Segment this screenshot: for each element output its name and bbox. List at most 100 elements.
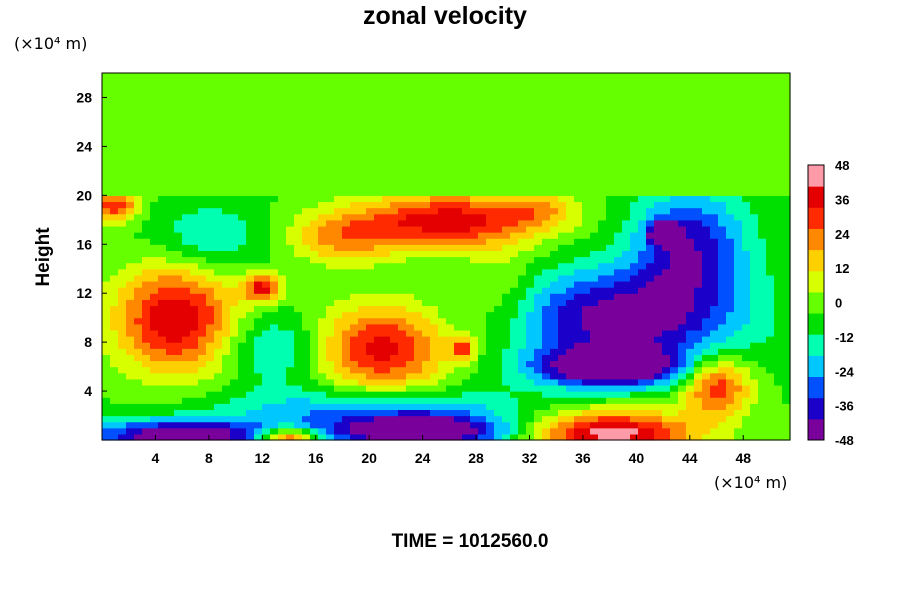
heatmap-cell	[230, 329, 239, 337]
heatmap-cell	[662, 225, 671, 233]
heatmap-cell	[270, 91, 279, 99]
heatmap-cell	[470, 121, 479, 129]
heatmap-cell	[230, 366, 239, 374]
heatmap-cell	[518, 121, 527, 129]
heatmap-cell	[222, 348, 231, 355]
heatmap-cell	[198, 140, 207, 147]
heatmap-cell	[502, 176, 511, 184]
heatmap-cell	[206, 244, 215, 251]
heatmap-cell	[302, 164, 311, 172]
heatmap-cell	[614, 317, 623, 325]
heatmap-cell	[622, 97, 631, 105]
heatmap-cell	[270, 164, 279, 172]
heatmap-cell	[726, 170, 735, 178]
heatmap-cell	[478, 421, 487, 429]
heatmap-cell	[206, 336, 215, 343]
heatmap-cell	[166, 311, 175, 319]
heatmap-cell	[454, 238, 463, 245]
heatmap-cell	[286, 409, 295, 417]
heatmap-cell	[190, 201, 199, 209]
heatmap-cell	[398, 225, 407, 233]
heatmap-cell	[374, 109, 383, 117]
heatmap-cell	[590, 280, 599, 288]
heatmap-cell	[422, 91, 431, 99]
heatmap-cell	[662, 201, 671, 209]
heatmap-cell	[510, 128, 519, 135]
heatmap-cell	[254, 415, 263, 423]
heatmap-cell	[350, 391, 359, 398]
heatmap-cell	[262, 91, 271, 99]
heatmap-cell	[478, 225, 487, 233]
heatmap-cell	[646, 299, 655, 307]
heatmap-cell	[638, 397, 647, 404]
heatmap-cell	[366, 378, 375, 386]
heatmap-cell	[326, 336, 335, 343]
heatmap-cell	[478, 79, 487, 86]
heatmap-cell	[574, 409, 583, 417]
heatmap-cell	[718, 409, 727, 417]
heatmap-cell	[254, 397, 263, 404]
heatmap-cell	[318, 287, 327, 294]
heatmap-cell	[470, 256, 479, 264]
heatmap-cell	[734, 372, 743, 380]
heatmap-cell	[150, 115, 159, 123]
heatmap-cell	[174, 170, 183, 178]
heatmap-cell	[454, 207, 463, 215]
heatmap-cell	[134, 195, 143, 203]
heatmap-cell	[582, 378, 591, 386]
heatmap-cell	[398, 311, 407, 319]
heatmap-cell	[558, 305, 567, 313]
heatmap-cell	[574, 115, 583, 123]
heatmap-cell	[654, 140, 663, 147]
heatmap-cell	[670, 305, 679, 313]
heatmap-cell	[182, 366, 191, 374]
heatmap-cell	[302, 73, 311, 80]
heatmap-cell	[414, 195, 423, 203]
heatmap-cell	[214, 225, 223, 233]
heatmap-cell	[166, 433, 175, 441]
heatmap-cell	[566, 415, 575, 423]
heatmap-cell	[278, 378, 287, 386]
heatmap-cell	[710, 158, 719, 166]
heatmap-cell	[374, 183, 383, 190]
heatmap-cell	[534, 391, 543, 398]
heatmap-cell	[310, 115, 319, 123]
heatmap-cell	[350, 274, 359, 282]
heatmap-cell	[614, 256, 623, 264]
heatmap-cell	[190, 415, 199, 423]
heatmap-cell	[150, 109, 159, 117]
heatmap-cell	[358, 219, 367, 227]
heatmap-cell	[158, 342, 167, 349]
heatmap-cell	[350, 213, 359, 221]
heatmap-cell	[686, 140, 695, 147]
heatmap-cell	[558, 256, 567, 264]
heatmap-cell	[462, 158, 471, 166]
heatmap-cell	[406, 79, 415, 86]
heatmap-cell	[518, 176, 527, 184]
heatmap-cell	[454, 262, 463, 270]
heatmap-cell	[262, 109, 271, 117]
heatmap-cell	[502, 323, 511, 331]
heatmap-cell	[654, 97, 663, 105]
heatmap-cell	[366, 201, 375, 209]
heatmap-cell	[518, 170, 527, 178]
heatmap-cell	[206, 140, 215, 147]
heatmap-cell	[166, 293, 175, 300]
heatmap-cell	[526, 409, 535, 417]
heatmap-cell	[686, 201, 695, 209]
heatmap-cell	[190, 360, 199, 368]
heatmap-cell	[646, 103, 655, 111]
heatmap-cell	[374, 164, 383, 172]
heatmap-cell	[318, 366, 327, 374]
heatmap-cell	[510, 403, 519, 411]
heatmap-cell	[582, 268, 591, 276]
heatmap-cell	[574, 189, 583, 196]
heatmap-cell	[590, 219, 599, 227]
heatmap-cell	[726, 213, 735, 221]
heatmap-cell	[350, 115, 359, 123]
heatmap-cell	[294, 287, 303, 294]
heatmap-cell	[526, 336, 535, 343]
heatmap-cell	[598, 250, 607, 258]
heatmap-cell	[542, 427, 551, 435]
heatmap-cell	[294, 128, 303, 135]
